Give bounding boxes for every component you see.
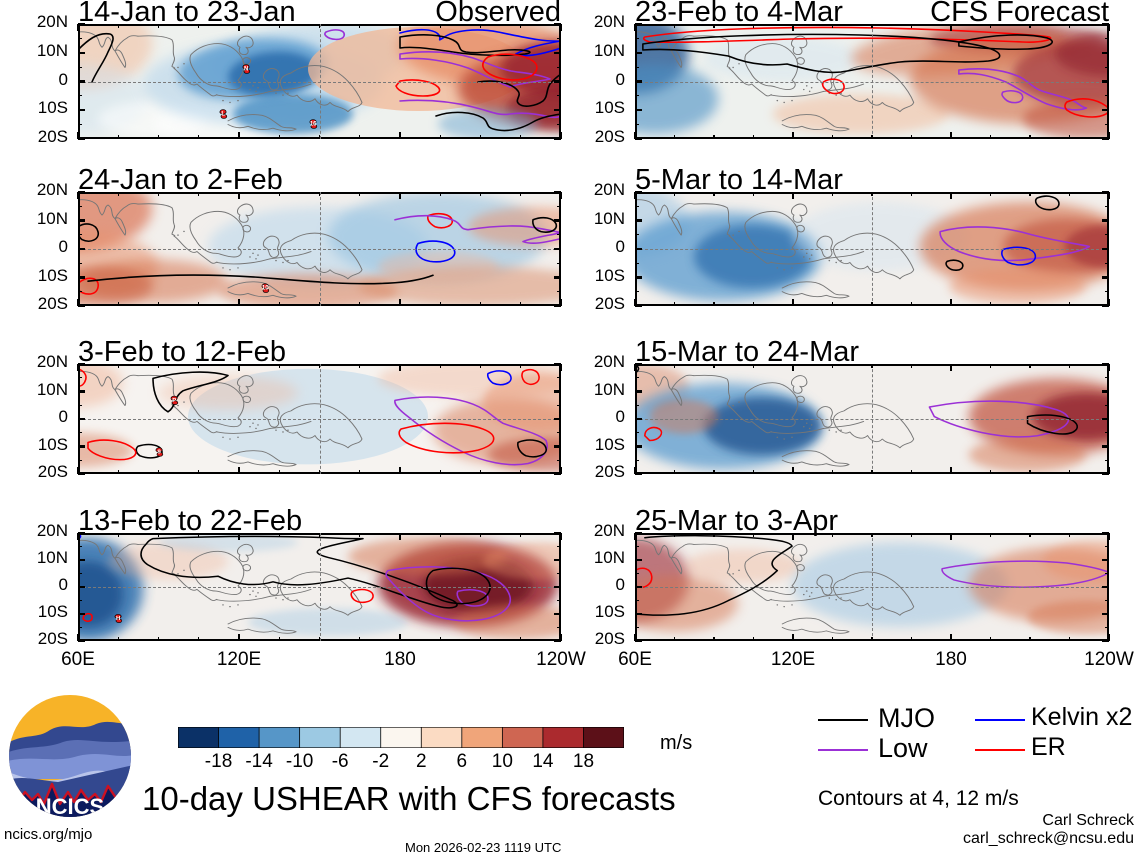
svg-text:10: 10 xyxy=(262,286,269,292)
svg-text:L: L xyxy=(221,111,225,117)
svg-text:N: N xyxy=(244,66,248,72)
svg-text:P: P xyxy=(172,398,176,404)
svg-text:16: 16 xyxy=(310,121,317,127)
svg-text:NCICS: NCICS xyxy=(36,794,104,818)
svg-text:H: H xyxy=(116,616,120,622)
